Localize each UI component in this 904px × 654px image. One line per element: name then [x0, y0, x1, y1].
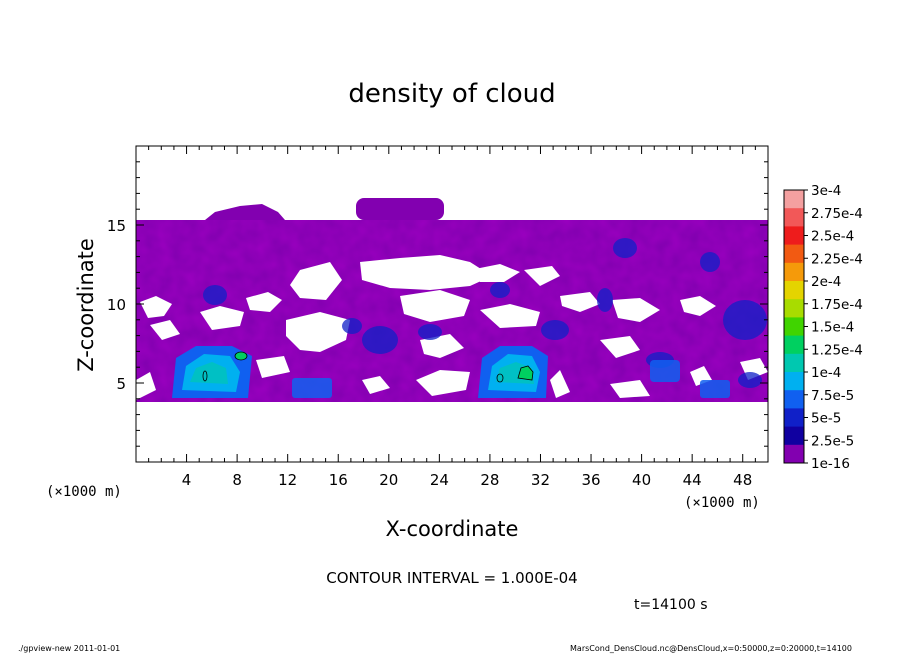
colorbar-swatch: [784, 444, 804, 464]
y-axis-title: Z-coordinate: [74, 238, 98, 372]
lower-cells: [292, 360, 730, 398]
y-tick-label: 10: [107, 296, 126, 314]
colorbar-swatch: [784, 372, 804, 391]
colorbar: 3e-4 2.75e-4 2.5e-4 2.25e-4 2e-4 1.75e-4 1.5e-…: [783, 183, 863, 472]
x-tick-label: 24: [430, 471, 449, 489]
colorbar-swatch: [784, 281, 804, 300]
colorbar-label: 2e-4: [811, 274, 841, 290]
colorbar-label: 7.5e-5: [811, 388, 854, 404]
x-tick-label: 28: [480, 471, 499, 489]
x-unit-label: (×1000 m): [684, 495, 760, 511]
x-tick-label: 48: [733, 471, 752, 489]
colorbar-swatch: [784, 190, 804, 209]
x-tick-label: 12: [278, 471, 297, 489]
colorbar-swatch: [784, 208, 804, 227]
y-unit-label: (×1000 m): [46, 484, 122, 500]
density-field: [136, 198, 768, 402]
colorbar-swatch: [784, 426, 804, 446]
x-tick-label: 40: [632, 471, 651, 489]
y-axis: 5 10 15: [107, 161, 768, 447]
x-tick-label: 32: [531, 471, 550, 489]
x-axis: 4 8 12 16 20 24 28 32 36 40 44 48: [148, 146, 756, 489]
colorbar-label: 3e-4: [811, 183, 841, 199]
contour-interval-label: CONTOUR INTERVAL = 1.000E-04: [326, 569, 577, 587]
x-axis-title: X-coordinate: [386, 517, 519, 541]
x-tick-label: 16: [329, 471, 348, 489]
colorbar-label: 2.5e-5: [811, 433, 854, 449]
upper-bump-left: [205, 204, 285, 220]
colorbar-label: 1.25e-4: [811, 342, 863, 358]
x-tick-label: 4: [182, 471, 192, 489]
x-tick-label: 8: [232, 471, 242, 489]
colorbar-swatch: [784, 390, 804, 409]
colorbar-label: 2.75e-4: [811, 206, 863, 222]
footer-left: ./gpview-new 2011-01-01: [18, 644, 120, 653]
cell-center: [478, 346, 548, 398]
colorbar-label: 2.5e-4: [811, 229, 854, 245]
time-label: t=14100 s: [634, 597, 708, 613]
colorbar-swatch: [784, 317, 804, 337]
y-tick-label: 5: [116, 375, 126, 393]
top-cap: [356, 198, 444, 220]
colorbar-swatch: [784, 244, 804, 264]
cell-left: [172, 346, 252, 398]
colorbar-swatch: [784, 299, 804, 318]
colorbar-label: 1.5e-4: [811, 320, 854, 336]
chart-title: density of cloud: [348, 79, 555, 109]
colorbar-swatch: [784, 335, 804, 355]
dense-blobs: [203, 238, 767, 388]
colorbar-label: 1e-16: [811, 456, 850, 472]
x-tick-label: 20: [379, 471, 398, 489]
colorbar-swatch: [784, 262, 804, 282]
colorbar-swatch: [784, 353, 804, 373]
footer-right: MarsCond_DensCloud.nc@DensCloud,x=0:5000…: [570, 644, 852, 653]
colorbar-swatch: [784, 226, 804, 246]
y-tick-label: 15: [107, 217, 126, 235]
colorbar-label: 1e-4: [811, 365, 841, 381]
x-tick-label: 36: [581, 471, 600, 489]
colorbar-label: 2.25e-4: [811, 251, 863, 267]
colorbar-label: 5e-5: [811, 411, 841, 427]
colorbar-swatch: [784, 408, 804, 428]
colorbar-label: 1.75e-4: [811, 297, 863, 313]
x-tick-label: 44: [683, 471, 702, 489]
